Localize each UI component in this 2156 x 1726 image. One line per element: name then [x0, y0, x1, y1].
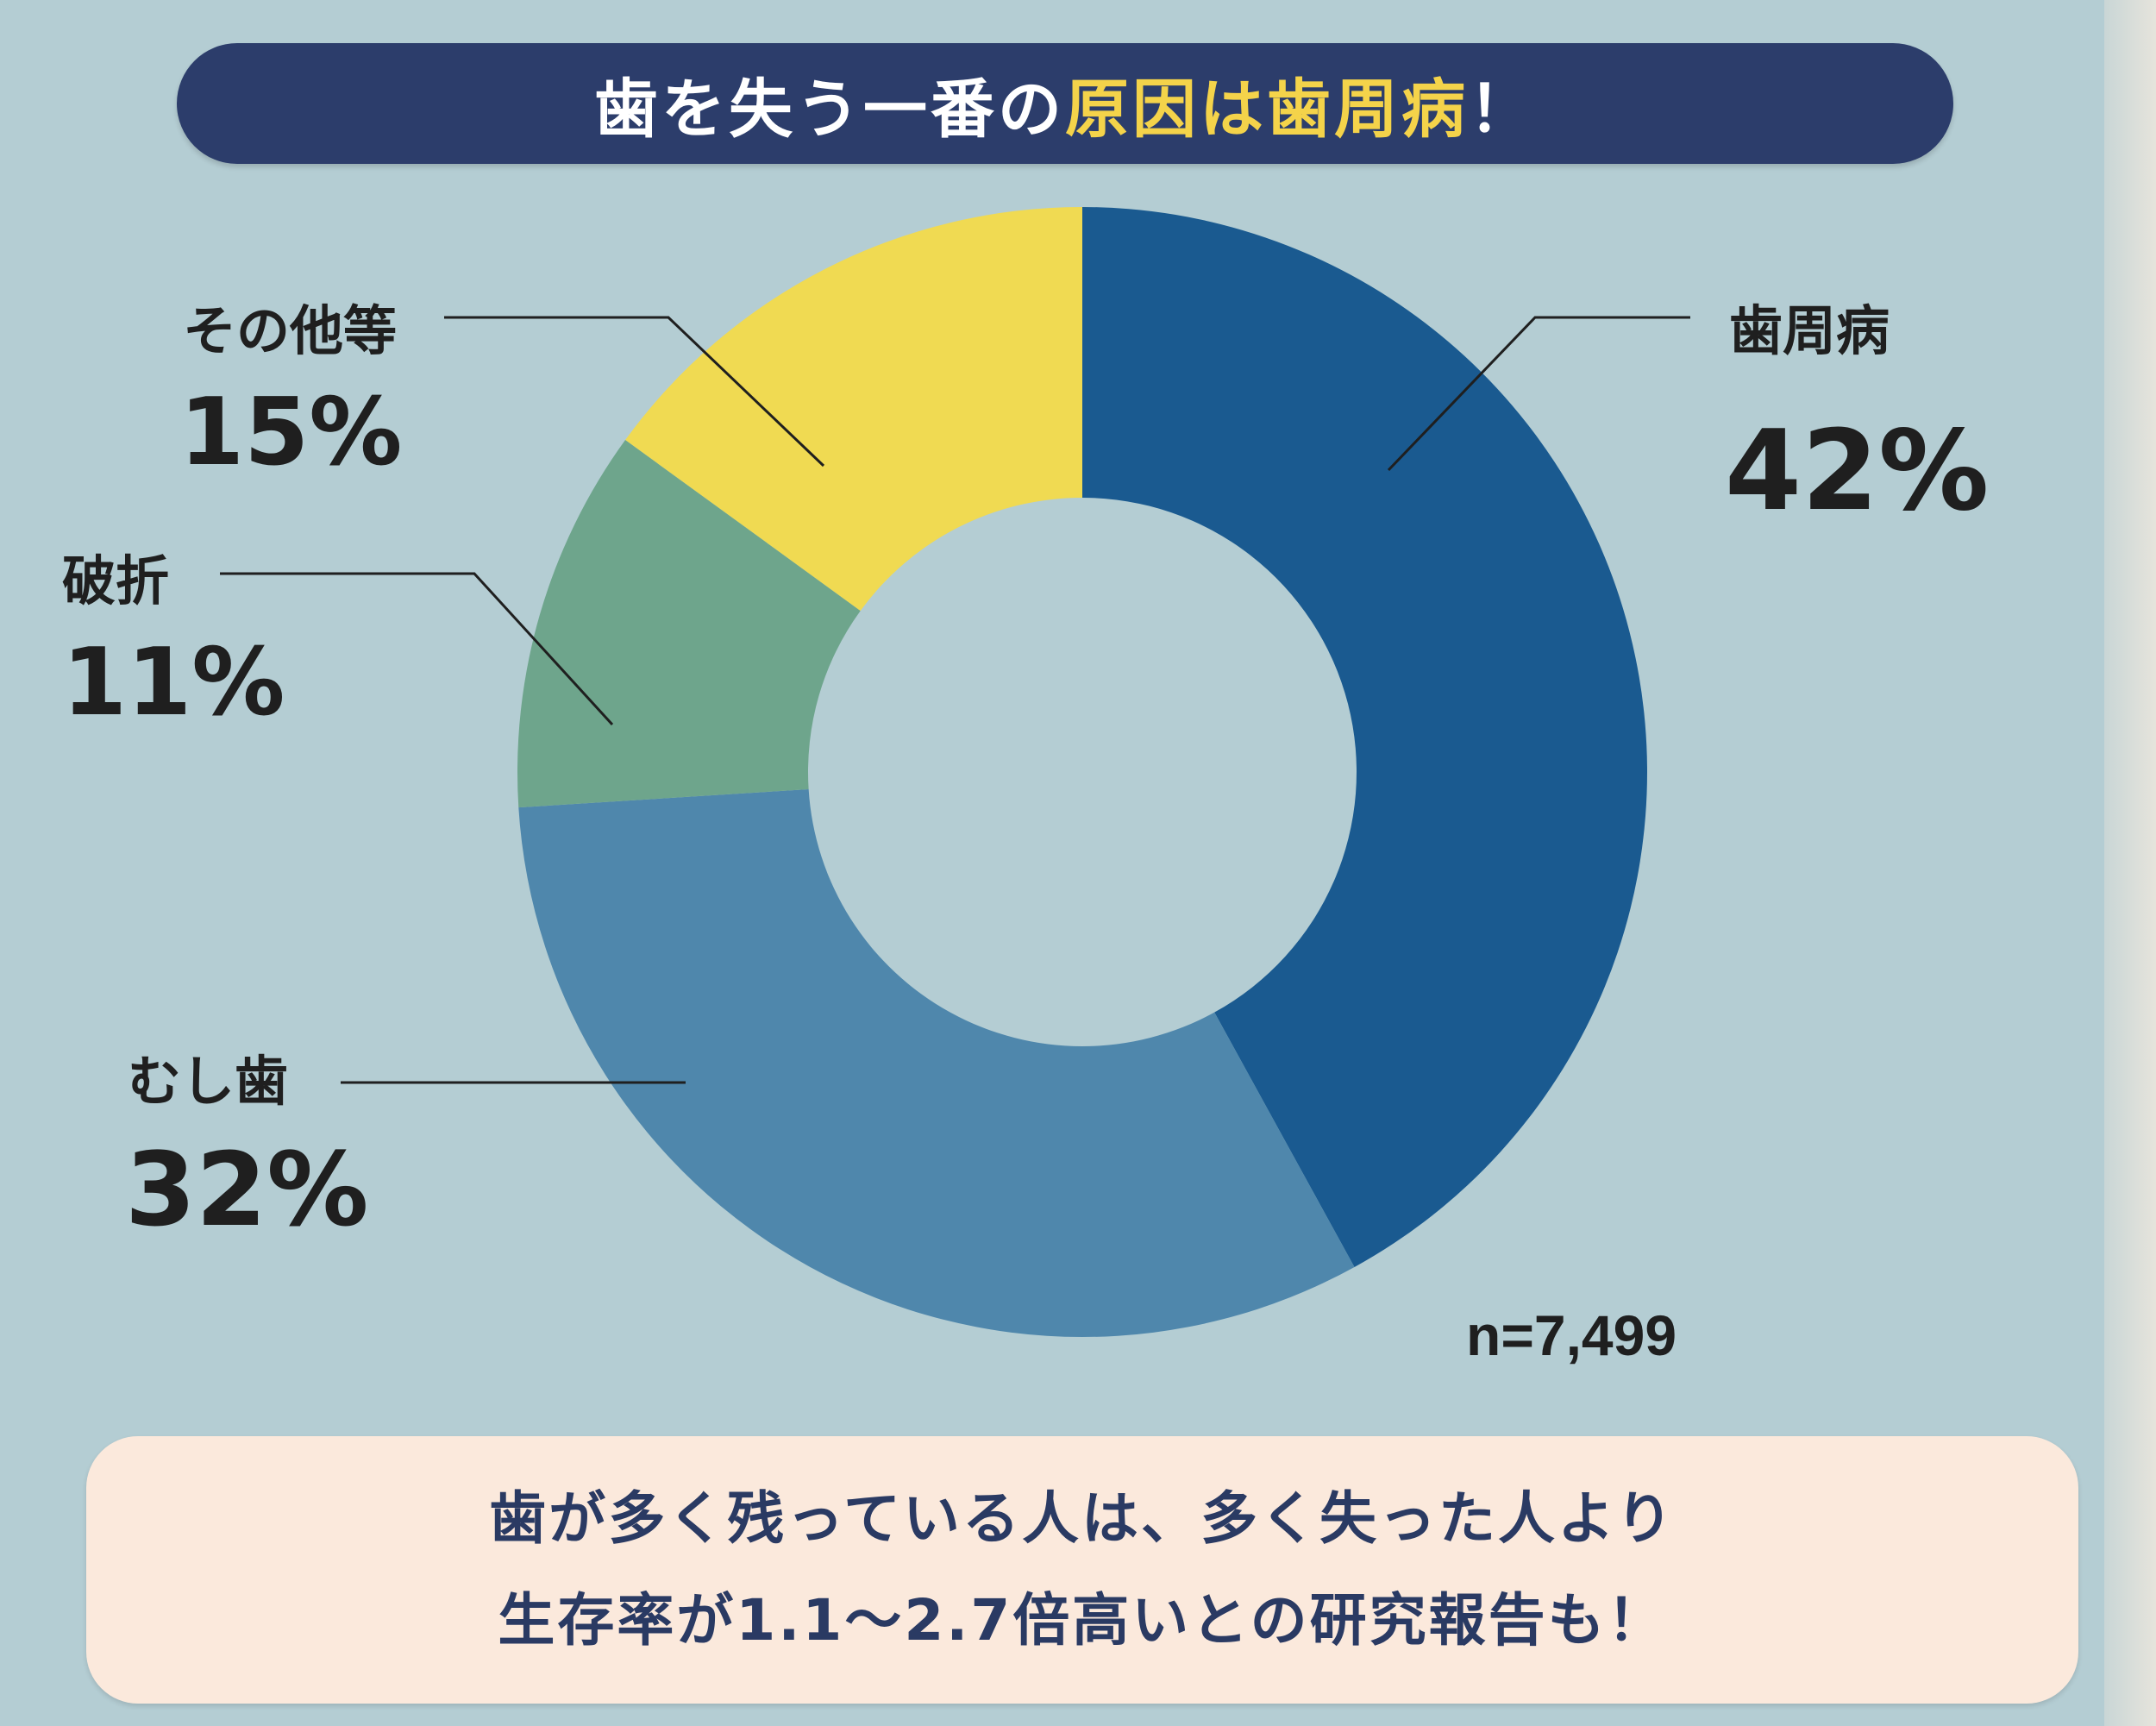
slice-value-other: 15%	[179, 379, 403, 486]
slice-label-periodontal: 歯周病	[1729, 299, 1890, 362]
slice-periodontal	[1082, 207, 1648, 1267]
title-highlight: 原因は歯周病	[1065, 72, 1469, 147]
title-part2: ！	[1469, 72, 1536, 147]
footer-line-2: 生存率が1.1〜2.7倍高いとの研究報告も！	[498, 1587, 1667, 1654]
slice-caries	[518, 788, 1355, 1338]
chart-labels: 歯周病 42% むし歯 32% 破折 11% その他等 15%	[62, 299, 1989, 1249]
slice-value-periodontal: 42%	[1725, 407, 1989, 536]
sample-size-note: n=7,499	[1466, 1303, 1677, 1367]
slice-label-caries: むし歯	[128, 1050, 288, 1113]
leader-line-fracture	[220, 572, 614, 726]
footer-note-box: 歯が多く残っている人は、多く失った人より 生存率が1.1〜2.7倍高いとの研究報…	[86, 1436, 2078, 1704]
title-part1: 歯を失う一番の	[594, 72, 1065, 147]
title-banner: 歯を失う一番の原因は歯周病！	[177, 43, 1953, 164]
leader-line-periodontal	[1387, 316, 1690, 472]
chart-slices	[517, 207, 1648, 1338]
leader-line-other	[444, 316, 825, 468]
page-edge	[2104, 0, 2156, 1726]
slice-value-fracture: 11%	[62, 629, 285, 737]
chart-leader-lines	[220, 316, 1690, 1084]
slice-label-other: その他等	[183, 299, 397, 362]
footer-line-1: 歯が多く残っている人は、多く失った人より	[489, 1485, 1676, 1552]
chart-title: 歯を失う一番の原因は歯周病！	[594, 58, 1536, 150]
slice-label-fracture: 破折	[62, 549, 169, 612]
slice-other	[625, 207, 1082, 612]
slice-value-caries: 32%	[125, 1130, 368, 1249]
